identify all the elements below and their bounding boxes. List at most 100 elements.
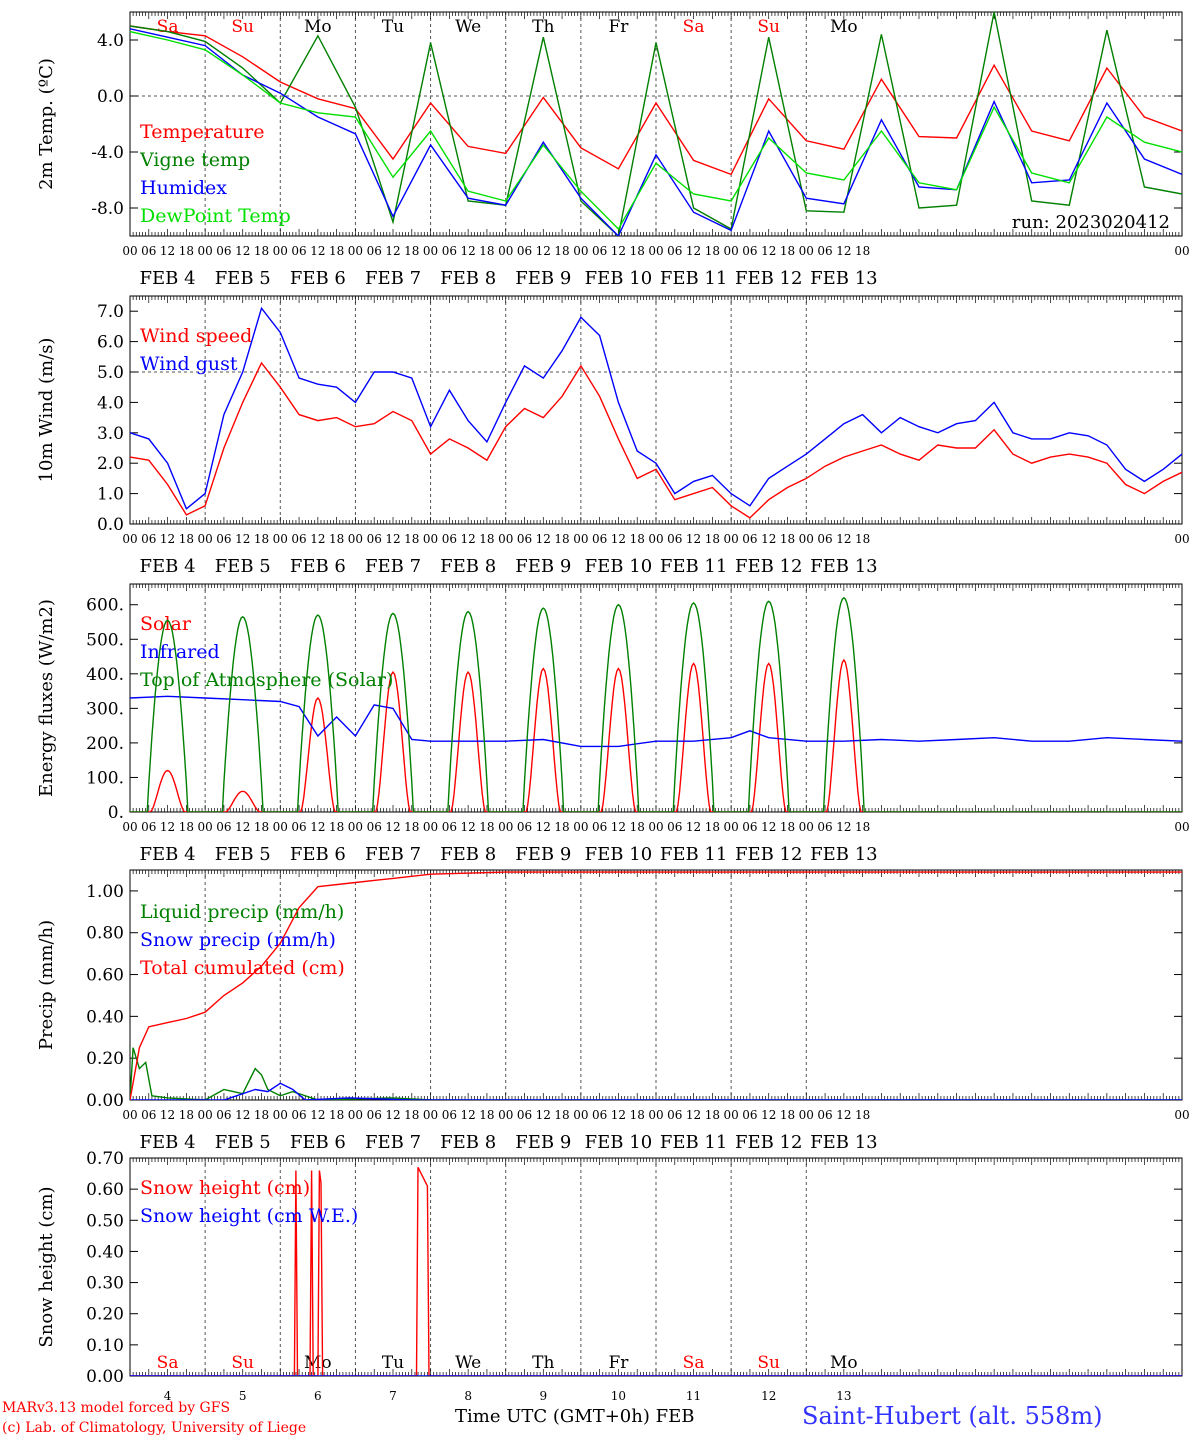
hour-tick-label: 18 xyxy=(254,532,269,546)
hour-tick-label: 12 xyxy=(461,244,476,258)
hour-tick-label: 00 xyxy=(724,244,739,258)
hour-tick-label: 00 xyxy=(648,244,663,258)
hour-tick-label: 00 xyxy=(648,1108,663,1122)
legend-entry: Vigne temp xyxy=(139,149,250,171)
hour-tick-label: 12 xyxy=(686,820,701,834)
hour-tick-label: 00 xyxy=(724,532,739,546)
y-axis-label: Precip (mm/h) xyxy=(36,920,57,1050)
hour-tick-label: 00 xyxy=(498,532,513,546)
hour-tick-label: 12 xyxy=(836,532,851,546)
hour-tick-label: 12 xyxy=(761,532,776,546)
date-number-label: 5 xyxy=(239,1389,247,1403)
hour-tick-label: 00 xyxy=(498,1108,513,1122)
y-tick-label: 0.60 xyxy=(86,966,124,986)
hour-tick-label: 00 xyxy=(573,532,588,546)
hour-tick-label: 06 xyxy=(742,820,757,834)
hour-tick-label: 18 xyxy=(630,820,645,834)
date-number-label: 4 xyxy=(164,1389,172,1403)
y-tick-label: 6.0 xyxy=(97,333,124,353)
hour-tick-label: 00 xyxy=(273,820,288,834)
hour-tick-label: 18 xyxy=(254,820,269,834)
hour-tick-label: 18 xyxy=(630,244,645,258)
hour-tick-label: 00 xyxy=(498,820,513,834)
credit-model-line: MARv3.13 model forced by GFS xyxy=(2,1400,231,1416)
date-label: FEB 9 xyxy=(515,844,571,865)
date-label: FEB 12 xyxy=(735,844,802,865)
day-label: Sa xyxy=(157,1353,179,1373)
y-tick-label: 300. xyxy=(86,699,124,719)
legend-entry: Liquid precip (mm/h) xyxy=(140,901,344,923)
date-number-label: 7 xyxy=(389,1389,397,1403)
hour-tick-label: 18 xyxy=(479,1108,494,1122)
hour-tick-label: 00 xyxy=(423,820,438,834)
hour-tick-label: 18 xyxy=(780,820,795,834)
hour-tick-label: 12 xyxy=(385,820,400,834)
y-tick-label: 0.40 xyxy=(86,1242,124,1262)
hour-tick-label: 18 xyxy=(705,244,720,258)
hour-tick-label: 06 xyxy=(667,820,682,834)
date-label: FEB 13 xyxy=(810,556,877,577)
hour-tick-label: 18 xyxy=(780,532,795,546)
hour-tick-label: 18 xyxy=(554,244,569,258)
legend-entry: Wind gust xyxy=(140,353,238,375)
date-label: FEB 9 xyxy=(515,556,571,577)
y-tick-label: 0.40 xyxy=(86,1007,124,1027)
hour-tick-label: 12 xyxy=(761,820,776,834)
hour-tick-label: 12 xyxy=(836,820,851,834)
y-tick-label: 0.60 xyxy=(86,1180,124,1200)
y-tick-label: 0.70 xyxy=(86,1149,124,1169)
day-label: Mo xyxy=(830,1353,858,1373)
y-tick-label: 0.10 xyxy=(86,1336,124,1356)
hour-tick-label: 12 xyxy=(686,244,701,258)
hour-tick-label: 18 xyxy=(554,820,569,834)
hour-tick-label: 18 xyxy=(855,1108,870,1122)
date-label: FEB 4 xyxy=(140,556,196,577)
date-label: FEB 6 xyxy=(290,556,346,577)
hour-tick-label: 00 xyxy=(198,532,213,546)
date-number-label: 11 xyxy=(686,1389,701,1403)
hour-tick-label: 12 xyxy=(160,532,175,546)
day-label: Su xyxy=(231,1353,254,1373)
hour-tick-label: 18 xyxy=(554,532,569,546)
hour-tick-label: 12 xyxy=(536,820,551,834)
date-label: FEB 13 xyxy=(810,268,877,289)
hour-tick-label: 06 xyxy=(442,532,457,546)
hour-tick-label: 18 xyxy=(479,244,494,258)
hour-tick-label: 06 xyxy=(216,244,231,258)
hour-tick-label: 18 xyxy=(329,820,344,834)
hour-tick-label: 12 xyxy=(385,1108,400,1122)
hour-tick-label: 06 xyxy=(517,1108,532,1122)
series-line-wind-speed xyxy=(130,361,1182,519)
hour-tick-label: 00 xyxy=(1174,820,1189,834)
date-label: FEB 13 xyxy=(810,844,877,865)
hour-tick-label: 00 xyxy=(348,1108,363,1122)
hour-tick-label: 00 xyxy=(273,244,288,258)
hour-tick-label: 06 xyxy=(367,244,382,258)
hour-tick-label: 06 xyxy=(667,1108,682,1122)
hour-tick-label: 12 xyxy=(686,1108,701,1122)
date-label: FEB 12 xyxy=(735,1132,802,1153)
legend-entry: Wind speed xyxy=(140,325,252,347)
hour-tick-label: 06 xyxy=(592,532,607,546)
y-tick-label: 1.00 xyxy=(86,882,124,902)
hour-tick-label: 18 xyxy=(404,532,419,546)
panel-2: 7.0 6.0 5.0 4.0 3.0 2.0 1.0 0.0 10m Wind (m/s) 00… xyxy=(36,295,1190,577)
hour-tick-label: 18 xyxy=(404,1108,419,1122)
hour-tick-label: 00 xyxy=(348,532,363,546)
hour-tick-label: 00 xyxy=(1174,532,1189,546)
series-line-liquid-precip-mm-h- xyxy=(130,1047,1182,1100)
hour-tick-label: 18 xyxy=(630,1108,645,1122)
hour-tick-label: 00 xyxy=(122,244,137,258)
date-label: FEB 6 xyxy=(290,844,346,865)
hour-tick-label: 18 xyxy=(780,244,795,258)
y-tick-label: -8.0 xyxy=(91,199,124,219)
hour-tick-label: 06 xyxy=(216,820,231,834)
y-tick-label: 7.0 xyxy=(97,302,124,322)
hour-tick-label: 06 xyxy=(742,532,757,546)
hour-tick-label: 00 xyxy=(799,820,814,834)
date-label: FEB 4 xyxy=(140,1132,196,1153)
date-label: FEB 4 xyxy=(140,844,196,865)
y-tick-label: -4.0 xyxy=(91,143,124,163)
